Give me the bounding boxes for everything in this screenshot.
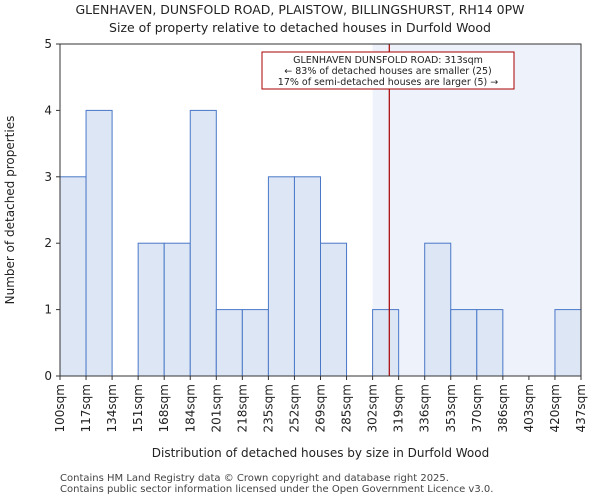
bar-252sqm (293, 176, 322, 377)
bar-235sqm (267, 176, 295, 377)
bar-168sqm (163, 242, 191, 377)
bar-353sqm (450, 309, 478, 377)
x-tick-label: 184sqm (183, 384, 197, 432)
x-tick-label: 420sqm (548, 384, 562, 432)
y-tick-label: 0 (44, 369, 52, 383)
x-tick-label: 319sqm (392, 384, 406, 432)
x-tick-label: 403sqm (522, 384, 536, 432)
x-axis-label: Distribution of detached houses by size … (152, 446, 489, 460)
x-tick-label: 252sqm (287, 384, 301, 432)
x-tick-label: 218sqm (235, 384, 249, 432)
x-tick-label: 285sqm (340, 384, 354, 432)
y-tick-label: 2 (44, 236, 52, 250)
annotation-line-1: GLENHAVEN DUNSFOLD ROAD: 313sqm (293, 55, 483, 66)
bar-184sqm (189, 109, 217, 377)
y-axis-label: Number of detached properties (3, 116, 17, 305)
x-tick-label: 437sqm (574, 384, 588, 432)
x-tick-label: 168sqm (157, 384, 171, 432)
x-tick-label: 151sqm (131, 384, 145, 432)
x-tick-label: 386sqm (496, 384, 510, 432)
y-tick-label: 4 (44, 103, 52, 117)
x-tick-label: 269sqm (314, 384, 328, 432)
x-tick-label: 353sqm (444, 384, 458, 432)
annotation-box (261, 51, 515, 90)
chart-title: GLENHAVEN, DUNSFOLD ROAD, PLAISTOW, BILL… (75, 2, 525, 17)
chart-subtitle: Size of property relative to detached ho… (109, 20, 491, 35)
x-tick-label: 336sqm (418, 384, 432, 432)
x-tick-label: 201sqm (209, 384, 223, 432)
footer-line-1: Contains HM Land Registry data © Crown c… (60, 473, 449, 484)
bar-151sqm (137, 242, 165, 377)
bar-370sqm (476, 309, 504, 377)
annotation-line-2: ← 83% of detached houses are smaller (25… (284, 66, 491, 77)
x-tick-label: 235sqm (261, 384, 275, 432)
bar-302sqm (372, 309, 400, 377)
bar-336sqm (424, 242, 452, 377)
annotation-line-3: 17% of semi-detached houses are larger (… (278, 77, 498, 88)
bar-117sqm (85, 109, 113, 377)
bar-420sqm (554, 309, 582, 377)
x-tick-label: 100sqm (53, 384, 67, 432)
bar-100sqm (59, 176, 87, 377)
y-tick-label: 5 (44, 37, 52, 51)
x-tick-label: 117sqm (79, 384, 93, 432)
x-tick-label: 370sqm (470, 384, 484, 432)
footer-line-2: Contains public sector information licen… (60, 484, 494, 495)
bar-218sqm (241, 309, 269, 377)
bar-201sqm (215, 309, 243, 377)
y-tick-label: 1 (44, 303, 52, 317)
x-tick-label: 134sqm (105, 384, 119, 432)
y-tick-label: 3 (44, 170, 52, 184)
bar-269sqm (320, 242, 348, 377)
x-tick-label: 302sqm (366, 384, 380, 432)
